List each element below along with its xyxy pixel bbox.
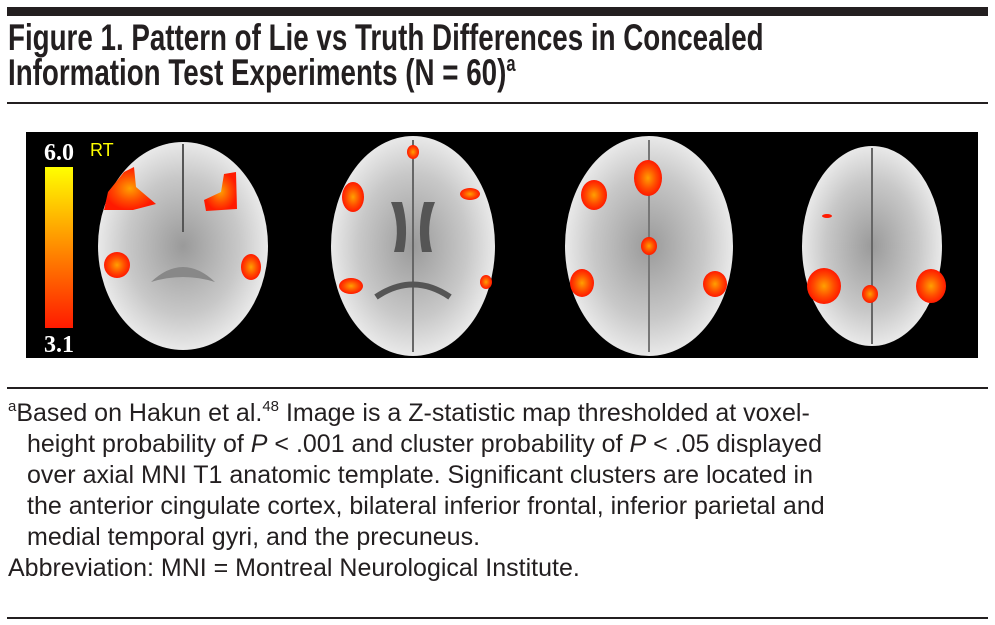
brain-image-panel: 6.0 3.1 RT [26,132,978,358]
brain-slice-3 [565,136,733,356]
brain-slice-2 [331,136,495,356]
brain-slice-1 [98,142,268,350]
footnote-text: < .05 displayed [646,430,822,458]
activation-cluster [407,145,419,159]
footnote-marker: a [8,398,17,415]
abbreviation-note: Abbreviation: MNI = Montreal Neurologica… [8,554,580,582]
footnote-text: height probability of [27,430,251,458]
footnote-line-2: height probability of P < .001 and clust… [8,429,825,460]
activation-cluster [641,237,657,255]
reference-number: 48 [262,398,280,415]
footnote-text: < .001 and cluster probability of [267,430,630,458]
activation-cluster [204,172,237,211]
activation-cluster [480,275,492,289]
title-line-2: Information Test Experiments (N = 60) [8,52,507,93]
brain-slices-figure: 6.0 3.1 RT [44,136,946,358]
p-symbol: P [629,430,647,458]
footnote-text: Image is a Z-statistic map thresholded a… [279,399,810,427]
activation-cluster [104,167,156,210]
activation-cluster [104,252,130,278]
footnote-line-5: medial temporal gyri, and the precuneus. [27,523,481,551]
footnote-line-4: the anterior cingulate cortex, bilateral… [27,492,825,520]
figure-footnote: aBased on Hakun et al.48 Image is a Z-st… [8,398,825,584]
activation-cluster [634,160,662,196]
activation-cluster [460,188,480,200]
p-symbol: P [250,430,268,458]
bottom-rule [7,617,988,619]
activation-cluster [862,285,878,303]
colorbar-min-label: 3.1 [44,332,74,358]
activation-cluster [339,278,363,294]
activation-cluster [916,269,946,303]
caption-rule [7,387,988,389]
footnote-text: Based on Hakun et al. [16,399,263,427]
brain-slice-4 [802,146,946,346]
activation-cluster [807,268,841,304]
colorbar-max-label: 6.0 [44,140,74,166]
footnote-line-3: over axial MNI T1 anatomic template. Sig… [27,461,814,489]
activation-cluster [581,180,607,210]
footnote-line-1: aBased on Hakun et al.48 Image is a Z-st… [8,398,825,429]
figure-title: Figure 1. Pattern of Lie vs Truth Differ… [8,17,946,93]
activation-cluster [703,271,727,297]
activation-cluster [342,182,364,212]
top-rule [7,7,988,16]
title-footnote-marker: a [506,51,516,76]
activation-cluster [570,269,594,297]
activation-cluster [822,214,832,218]
title-rule [7,102,988,104]
orientation-label: RT [90,140,114,160]
colorbar [45,167,73,328]
activation-cluster [241,254,261,280]
title-line-1: Figure 1. Pattern of Lie vs Truth Differ… [8,17,764,58]
